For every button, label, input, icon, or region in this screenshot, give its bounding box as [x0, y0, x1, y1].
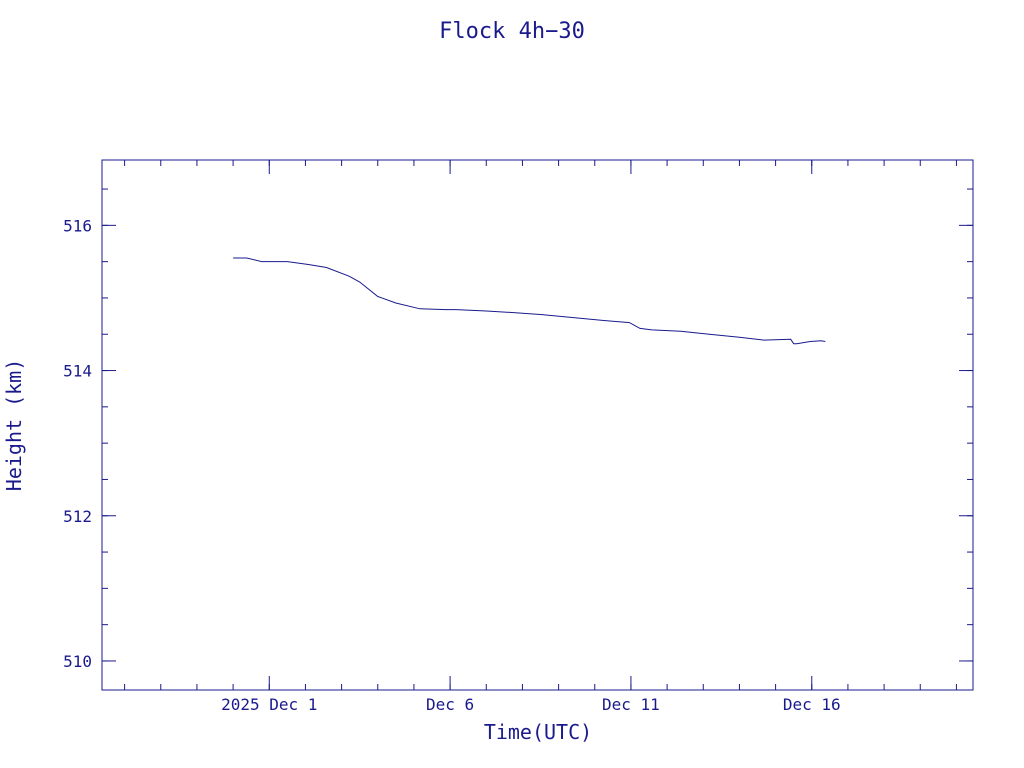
height-series-line	[233, 257, 826, 345]
chart-title: Flock 4h−30	[439, 19, 585, 44]
plot-frame	[101, 159, 974, 691]
tick-labels: 2025 Dec 1 Dec 6 Dec 11 Dec 16 510 512 514 516	[63, 216, 841, 714]
x-tick-label: 2025 Dec 1	[221, 695, 317, 714]
x-tick-label: Dec 16	[783, 695, 841, 714]
y-tick-label: 514	[63, 362, 92, 381]
x-tick-label: Dec 6	[426, 695, 474, 714]
x-axis-label: Time(UTC)	[484, 720, 592, 744]
y-axis-label: Height (km)	[2, 359, 26, 491]
y-tick-label: 512	[63, 507, 92, 526]
minor-ticks	[102, 160, 973, 690]
x-tick-label: Dec 11	[602, 695, 660, 714]
y-tick-label: 516	[63, 216, 92, 235]
major-ticks	[102, 160, 973, 690]
y-tick-label: 510	[63, 652, 92, 671]
